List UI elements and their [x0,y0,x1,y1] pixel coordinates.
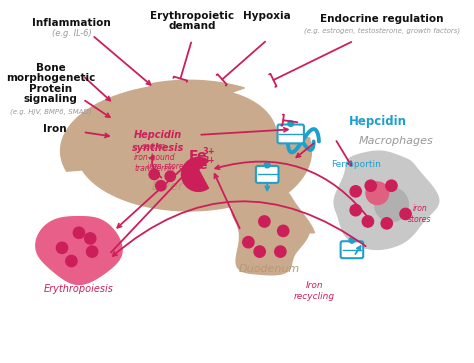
Circle shape [254,246,265,257]
Circle shape [259,216,270,227]
Polygon shape [36,217,122,285]
Circle shape [56,242,68,253]
Text: (e.g. HJV, BMP6, SMAD): (e.g. HJV, BMP6, SMAD) [10,108,91,115]
Circle shape [350,186,361,197]
Circle shape [374,188,409,221]
Text: Macrophages: Macrophages [359,136,434,147]
Text: (e.g. estrogen, testosterone, growth factors): (e.g. estrogen, testosterone, growth fac… [304,27,460,34]
Text: Hepcidin: Hepcidin [349,115,407,129]
Text: Erythropoietic: Erythropoietic [150,11,234,21]
Text: Duodenum: Duodenum [238,264,300,274]
Circle shape [86,246,98,257]
Text: iron stores: iron stores [147,162,188,171]
Polygon shape [182,158,209,191]
Text: Iron
recycling: Iron recycling [294,281,335,301]
Circle shape [288,121,293,126]
Text: Fe: Fe [189,149,208,163]
FancyBboxPatch shape [278,125,304,143]
Text: Hypoxia: Hypoxia [243,11,291,21]
Circle shape [264,162,270,168]
Circle shape [366,182,389,204]
Circle shape [350,204,361,216]
Circle shape [165,171,175,182]
Text: Liver: Liver [152,180,184,193]
Circle shape [84,233,96,244]
Text: Endocrine regulation: Endocrine regulation [320,14,444,24]
Circle shape [349,237,355,243]
Text: iron
stores: iron stores [408,204,431,224]
Circle shape [381,218,392,229]
Circle shape [73,227,84,238]
Circle shape [278,225,289,237]
Text: signaling: signaling [24,94,78,104]
Text: (e.g. IL-6): (e.g. IL-6) [52,29,91,38]
Text: Ferroportin: Ferroportin [331,160,381,169]
FancyBboxPatch shape [256,166,279,183]
Text: morphogenetic: morphogenetic [6,73,95,83]
FancyBboxPatch shape [341,241,363,258]
Circle shape [66,255,77,267]
Text: Bone: Bone [36,63,65,73]
Text: serum
iron-bound
transferrin: serum iron-bound transferrin [134,142,175,173]
Text: Hepcidin
synthesis: Hepcidin synthesis [132,130,184,153]
Circle shape [386,180,397,191]
Text: 3+: 3+ [202,147,215,156]
Circle shape [365,180,376,191]
Polygon shape [61,80,311,211]
Circle shape [400,208,411,220]
Circle shape [149,169,159,180]
Text: 3+: 3+ [203,156,215,165]
Text: Inflammation: Inflammation [32,18,111,28]
Text: Protein: Protein [29,83,72,94]
Polygon shape [232,191,314,275]
Text: demand: demand [168,21,216,32]
Text: Fe: Fe [192,159,209,172]
Circle shape [362,216,374,227]
Circle shape [243,237,254,248]
Circle shape [275,246,286,257]
Text: Erythropoiesis: Erythropoiesis [44,284,114,294]
Polygon shape [334,151,439,249]
Text: Iron: Iron [43,124,66,134]
Circle shape [155,180,166,191]
